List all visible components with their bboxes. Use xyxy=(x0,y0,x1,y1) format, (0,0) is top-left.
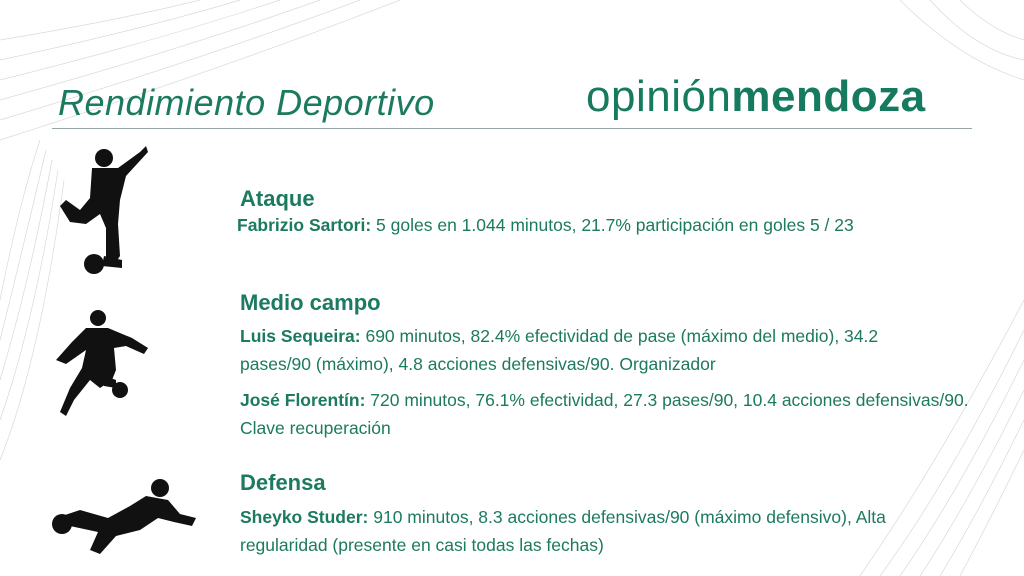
player-stats-fabrizio-sartori: Fabrizio Sartori: 5 goles en 1.044 minut… xyxy=(237,215,854,235)
header-divider xyxy=(52,128,972,129)
player-stats-luis-sequeira: Luis Sequeira: 690 minutos, 82.4% efecti… xyxy=(240,326,879,374)
section-heading-defensa: Defensa xyxy=(240,470,326,495)
player-stats-sheyko-studer: Sheyko Studer: 910 minutos, 8.3 acciones… xyxy=(240,507,886,555)
brand-logo: opiniónmendoza xyxy=(586,72,926,121)
soccer-player-striker-silhouette-icon xyxy=(60,146,148,274)
soccer-player-dribbling-silhouette-icon xyxy=(56,310,148,416)
player-stats-jose-florentin: José Florentín: 720 minutos, 76.1% efect… xyxy=(240,390,969,438)
section-heading-medio-campo: Medio campo xyxy=(240,290,381,315)
slide-title: Rendimiento Deportivo xyxy=(58,82,435,123)
section-heading-ataque: Ataque xyxy=(240,186,315,211)
soccer-player-slide-tackle-silhouette-icon xyxy=(52,479,196,554)
